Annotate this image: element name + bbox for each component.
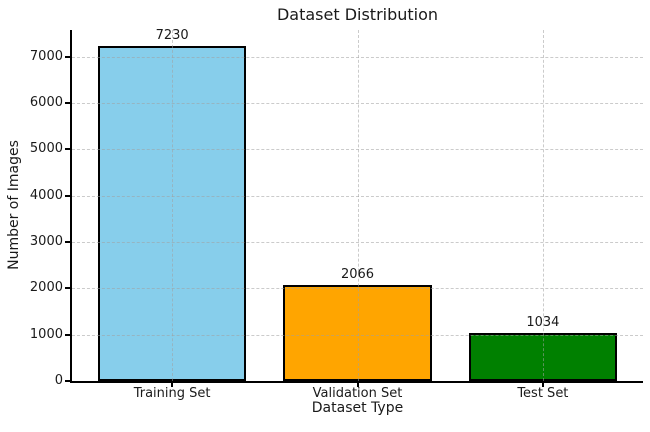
bar-validation-set <box>283 285 432 381</box>
x-tick-mark <box>356 382 359 387</box>
y-tick-label: 6000 <box>29 95 63 111</box>
y-tick-mark <box>65 241 70 244</box>
bar-value-label: 2066 <box>340 267 375 283</box>
y-tick-mark <box>65 194 70 197</box>
y-tick-mark <box>65 148 70 151</box>
y-tick-mark <box>65 380 70 382</box>
y-tick-mark <box>65 333 70 336</box>
x-tick-mark <box>541 382 544 387</box>
x-tick-label: Validation Set <box>312 386 403 401</box>
y-tick-label: 7000 <box>29 48 63 64</box>
v-gridline <box>357 30 359 381</box>
bar-training-set <box>97 46 247 381</box>
y-tick-label: 3000 <box>29 234 63 250</box>
y-tick-mark <box>65 287 70 290</box>
chart-title: Dataset Distribution <box>276 5 439 24</box>
y-tick-label: 2000 <box>29 280 63 296</box>
bar-value-label: 7230 <box>155 28 189 44</box>
y-axis-label: Number of Images <box>6 140 22 270</box>
y-tick-label: 0 <box>54 373 63 388</box>
x-axis-label: Dataset Type <box>311 400 404 416</box>
bar-test-set <box>468 333 618 381</box>
y-tick-mark <box>65 102 70 105</box>
x-tick-label: Training Set <box>133 386 211 401</box>
y-tick-label: 4000 <box>29 187 63 203</box>
y-tick-label: 5000 <box>29 141 63 157</box>
y-axis-spine <box>70 30 72 383</box>
v-gridline <box>542 30 544 381</box>
x-tick-label: Test Set <box>517 386 569 401</box>
x-tick-mark <box>171 382 174 387</box>
y-tick-mark <box>65 55 70 58</box>
v-gridline <box>172 30 174 381</box>
y-tick-label: 1000 <box>29 326 63 342</box>
bar-value-label: 1034 <box>526 315 560 331</box>
